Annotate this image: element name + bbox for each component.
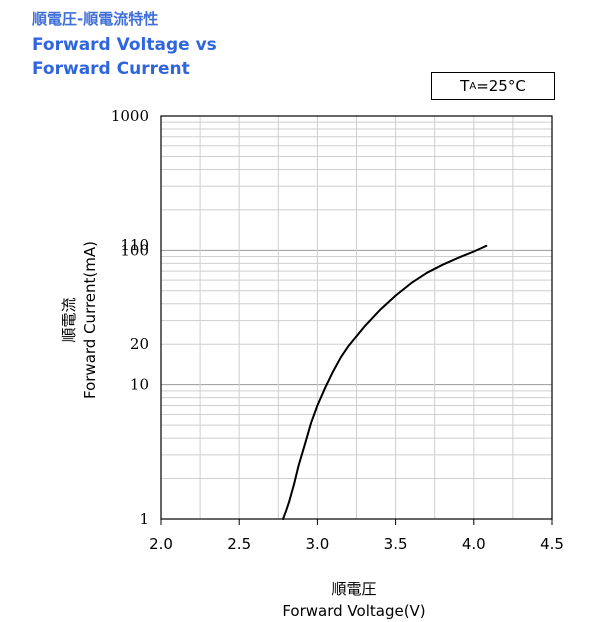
x-tick-label: 4.5 [540,535,564,553]
temperature-subscript: A [469,80,477,92]
x-tick-label: 3.5 [384,535,408,553]
y-axis-label-en: Forward Current(mA) [81,240,99,400]
y-axis-label-jp: 順電流 [60,297,78,343]
temperature-symbol: T [460,77,470,95]
plot-frame [160,115,553,520]
chart-title-en-line1: Forward Voltage vs [32,35,217,55]
temperature-value: =25°C [476,77,526,95]
y-tick-label: 110 [120,236,149,254]
x-axis-label-en: Forward Voltage(V) [282,602,426,620]
y-tick-label: 100 [120,241,149,259]
chart-title-en-line2: Forward Current [32,59,190,79]
x-tick-label: 2.5 [227,535,251,553]
y-axis-label: 順電流 Forward Current(mA) [59,241,101,399]
y-tick-label: 1 [139,510,149,528]
x-axis-label-jp: 順電圧 [331,580,377,598]
chart-title-jp: 順電圧-順電流特性 [32,10,159,28]
y-tick-label: 10 [130,376,149,394]
x-tick-label: 3.0 [305,535,329,553]
y-tick-label: 20 [130,335,149,353]
y-tick-label: 1000 [111,107,149,125]
x-tick-label: 2.0 [149,535,173,553]
temperature-condition-box: T A =25°C [431,72,555,100]
x-tick-label: 4.0 [462,535,486,553]
series-line [282,244,488,520]
x-axis-label: 順電圧 Forward Voltage(V) [282,578,425,622]
